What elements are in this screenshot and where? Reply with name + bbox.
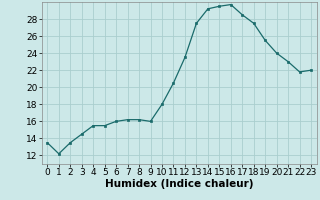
X-axis label: Humidex (Indice chaleur): Humidex (Indice chaleur) xyxy=(105,179,253,189)
